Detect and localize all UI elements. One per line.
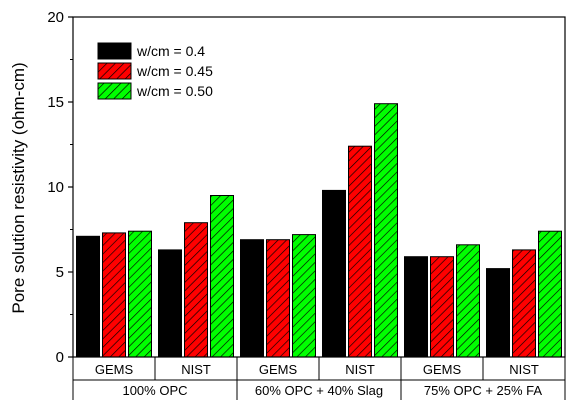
legend-label: w/cm = 0.45 [136, 63, 213, 79]
legend-swatch [97, 62, 132, 80]
bar-1-2 [158, 249, 182, 358]
category-label: NIST [181, 362, 211, 377]
bar-3-4 [374, 103, 398, 358]
bar-2-6 [512, 249, 536, 358]
bar-1-1 [76, 235, 100, 358]
category-label: GEMS [423, 362, 462, 377]
bar-3-3 [292, 234, 316, 358]
legend-label: w/cm = 0.50 [136, 83, 213, 99]
bar-3-2 [210, 195, 234, 358]
group-label: 75% OPC + 25% FA [424, 383, 542, 398]
y-tick-label: 20 [47, 9, 64, 26]
y-tick-label: 15 [47, 94, 64, 111]
bar-2-3 [266, 239, 290, 358]
bar-1-6 [486, 268, 510, 358]
bar-2-5 [430, 256, 454, 358]
category-label: NIST [509, 362, 539, 377]
group-label: 60% OPC + 40% Slag [255, 383, 383, 398]
legend-label: w/cm = 0.4 [136, 43, 205, 59]
y-tick-label: 5 [56, 264, 64, 281]
bar-1-4 [322, 189, 346, 358]
bar-3-6 [538, 230, 562, 358]
bar-3-5 [456, 244, 480, 358]
legend-swatch [97, 82, 132, 100]
axes-layer: 0 5 10 15 20 GEMS NIST GEMS NIST GEMS NIST 100% OPC… [47, 9, 566, 400]
bar-2-1 [102, 232, 126, 358]
bar-3-1 [128, 230, 152, 358]
category-label: GEMS [259, 362, 298, 377]
bar-1-3 [240, 239, 264, 358]
bars-layer [76, 103, 562, 358]
group-label: 100% OPC [122, 383, 187, 398]
bar-2-2 [184, 222, 208, 358]
bar-2-4 [348, 145, 372, 358]
legend-swatch [97, 42, 132, 60]
y-tick-label: 0 [56, 349, 64, 366]
bar-1-5 [404, 256, 428, 358]
legend: w/cm = 0.4 w/cm = 0.45 w/cm = 0.50 [97, 42, 213, 100]
y-axis-title: Pore solution resistivity (ohm-cm) [9, 62, 28, 313]
y-tick-label: 10 [47, 179, 64, 196]
category-label: GEMS [95, 362, 134, 377]
category-label: NIST [345, 362, 375, 377]
